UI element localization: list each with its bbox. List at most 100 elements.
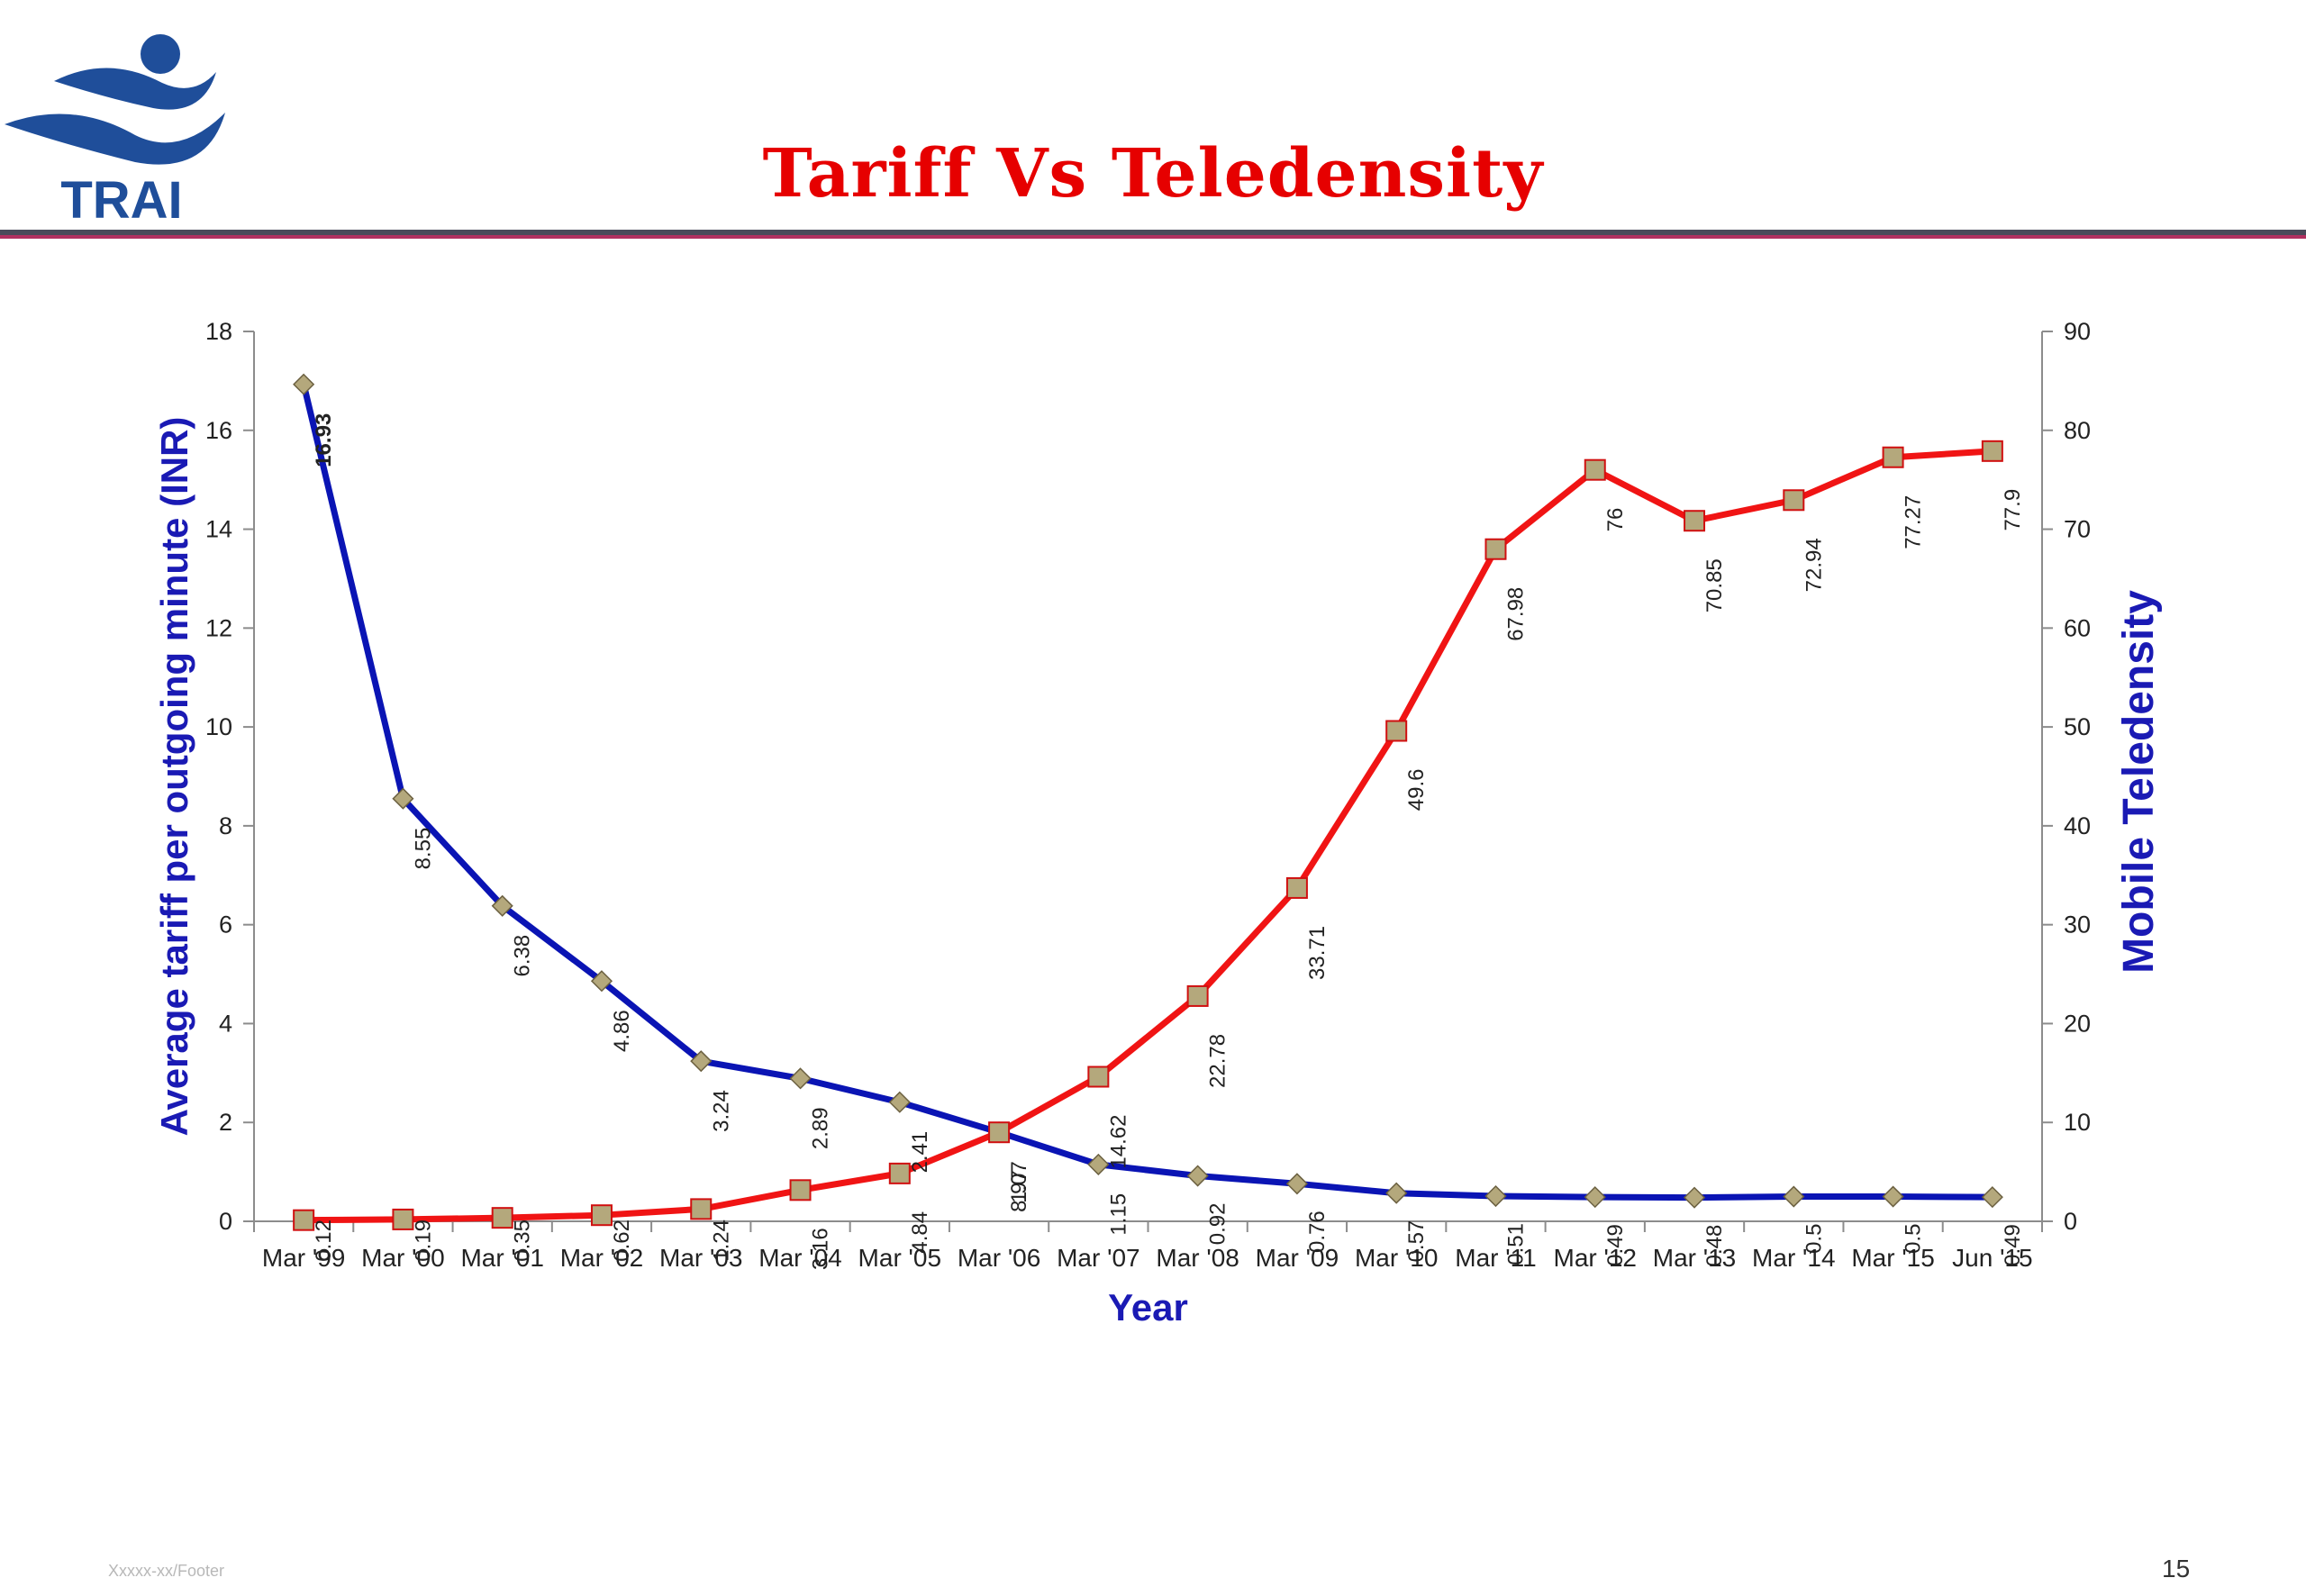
tariff-series-line	[300, 383, 1993, 1202]
header-rule-accent	[0, 235, 2306, 239]
x-tick-label: Mar '08	[1156, 1244, 1239, 1272]
right-axis-title: Mobile Teledensity	[2115, 590, 2163, 974]
tariff-point	[1484, 1184, 1507, 1208]
teledensity-data-label: 72.94	[1802, 538, 1826, 592]
page-title: Tariff Vs Teledensity	[762, 135, 1544, 213]
tariff-data-label: 0.57	[1404, 1220, 1429, 1263]
tariff-point	[789, 1067, 812, 1090]
x-tick-label: Mar '11	[1455, 1244, 1536, 1272]
left-tick-label: 2	[219, 1109, 232, 1136]
x-tick-label: Mar '99	[262, 1244, 346, 1272]
tariff-data-label: 0.49	[2001, 1224, 2025, 1266]
teledensity-data-label: 4.84	[908, 1211, 932, 1254]
teledensity-data-label: 8.97	[1007, 1170, 1031, 1212]
right-tick-label: 0	[2064, 1208, 2077, 1235]
teledensity-point	[293, 1209, 315, 1231]
tariff-data-label: 6.38	[511, 935, 535, 977]
teledensity-point	[1285, 876, 1308, 899]
tariff-point	[1882, 1185, 1904, 1208]
teledensity-point	[1186, 984, 1209, 1007]
tariff-data-label: 0.92	[1206, 1203, 1230, 1246]
x-tick-label: Jun '15	[1952, 1244, 2032, 1272]
x-tick-label: Mar '07	[1057, 1244, 1140, 1272]
teledensity-data-label: 70.85	[1702, 558, 1727, 612]
tariff-data-label: 0.51	[1503, 1223, 1528, 1265]
tariff-point	[1981, 1186, 2003, 1209]
teledensity-data-label: 14.62	[1106, 1115, 1130, 1169]
tariff-data-label: 2.41	[908, 1131, 932, 1174]
teledensity-point	[392, 1208, 414, 1230]
teledensity-data-label: 77.9	[2001, 489, 2025, 531]
teledensity-data-label: 0.19	[411, 1220, 435, 1262]
right-tick-label: 90	[2064, 318, 2091, 345]
left-tick-label: 0	[219, 1208, 232, 1235]
teledensity-data-label: 0.12	[312, 1220, 336, 1262]
teledensity-series-line	[304, 448, 1993, 1224]
x-tick-label: Mar '15	[1851, 1244, 1935, 1272]
tariff-data-label: 1.15	[1106, 1193, 1130, 1236]
right-tick-label: 60	[2064, 614, 2091, 641]
teledensity-point	[590, 1204, 613, 1227]
x-tick-label: Mar '09	[1256, 1244, 1339, 1272]
left-tick-label: 10	[205, 713, 232, 740]
tariff-data-label: 4.86	[610, 1010, 634, 1052]
teledensity-data-label: 49.6	[1404, 769, 1429, 812]
tariff-point	[293, 373, 315, 395]
teledensity-data-label: 3.16	[809, 1228, 833, 1270]
tariff-data-label: 2.89	[809, 1107, 833, 1149]
tariff-point	[1285, 1173, 1308, 1195]
tariff-point	[690, 1050, 713, 1073]
x-axis-title: Year	[1108, 1286, 1188, 1328]
right-tick-label: 40	[2064, 812, 2091, 839]
right-tick-label: 10	[2064, 1109, 2091, 1136]
x-tick-label: Mar '03	[659, 1244, 743, 1272]
left-tick-label: 12	[205, 614, 232, 641]
x-tick-label: Mar '13	[1653, 1244, 1737, 1272]
left-tick-label: 18	[205, 318, 232, 345]
teledensity-point	[1484, 538, 1507, 560]
teledensity-point	[988, 1121, 1011, 1144]
left-axis-title: Average tariff per outgoing minute (INR)	[153, 417, 195, 1137]
footer-text: Xxxxx-xx/Footer	[108, 1562, 225, 1580]
teledensity-data-label: 0.35	[511, 1220, 535, 1262]
teledensity-point	[1584, 458, 1606, 481]
teledensity-point	[491, 1207, 513, 1229]
tariff-point	[392, 787, 414, 810]
teledensity-point	[690, 1198, 713, 1220]
teledensity-data-label: 77.27	[1902, 495, 1926, 549]
x-tick-label: Mar '10	[1355, 1244, 1439, 1272]
tariff-data-label: 0.76	[1305, 1211, 1330, 1253]
teledensity-point	[1882, 446, 1904, 468]
tariff-data-label: 16.93	[312, 413, 336, 467]
right-tick-label: 80	[2064, 417, 2091, 444]
left-tick-label: 8	[219, 812, 232, 839]
x-tick-label: Mar '14	[1752, 1244, 1836, 1272]
right-tick-label: 50	[2064, 713, 2091, 740]
teledensity-point	[888, 1162, 911, 1184]
teledensity-point	[1981, 440, 2003, 462]
header-rule	[0, 230, 2306, 235]
left-tick-label: 4	[219, 1010, 232, 1037]
tariff-point	[888, 1091, 911, 1113]
tariff-point	[1683, 1186, 1706, 1209]
teledensity-point	[1684, 510, 1706, 532]
tariff-data-label: 0.5	[1802, 1224, 1826, 1254]
teledensity-data-label: 1.24	[709, 1220, 733, 1262]
tariff-data-label: 0.5	[1902, 1224, 1926, 1254]
teledensity-data-label: 22.78	[1206, 1034, 1230, 1088]
right-tick-label: 20	[2064, 1010, 2091, 1037]
logo-wave-lower	[5, 113, 225, 165]
teledensity-point	[789, 1179, 812, 1202]
x-tick-label: Mar '05	[858, 1244, 942, 1272]
left-tick-label: 16	[205, 417, 232, 444]
tariff-data-label: 8.55	[411, 828, 435, 870]
teledensity-data-label: 76	[1603, 508, 1628, 532]
left-tick-label: 14	[205, 516, 232, 543]
tariff-point	[590, 970, 613, 993]
x-tick-label: Mar '01	[460, 1244, 544, 1272]
left-tick-label: 6	[219, 911, 232, 939]
x-tick-label: Mar '06	[958, 1244, 1041, 1272]
logo-head-dot	[141, 34, 180, 74]
tariff-point	[1186, 1165, 1209, 1187]
